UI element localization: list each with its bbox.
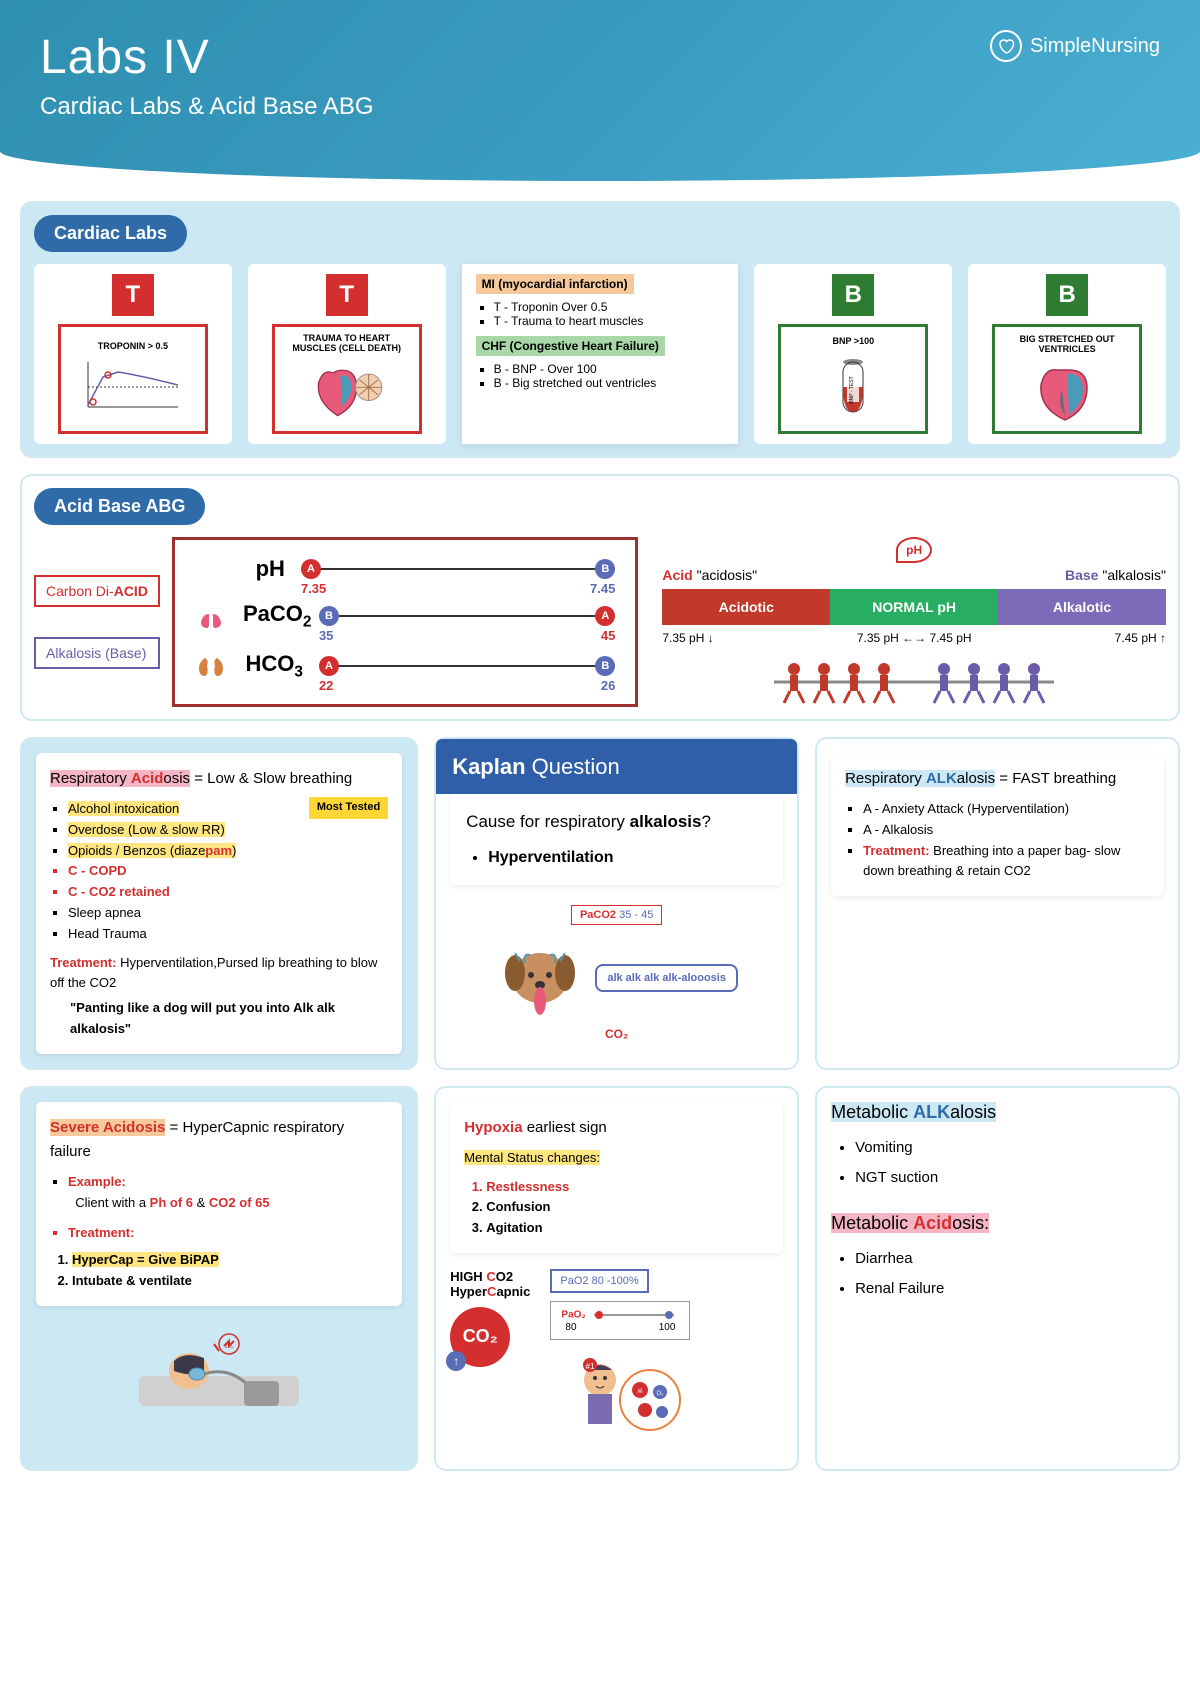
svg-text:O₂: O₂ <box>657 1391 665 1397</box>
troponin-chart: TROPONIN > 0.5 <box>58 324 208 434</box>
metabolic-panel: Metabolic ALKalosis Vomiting NGT suction… <box>815 1086 1180 1471</box>
bnp-tube-icon: BNP >100 BNP - TEST <box>778 324 928 434</box>
abg-panel: Acid Base ABG Carbon Di-ACID Alkalosis (… <box>20 474 1180 721</box>
pao2-scale: PaO₂ 80100 <box>550 1301 690 1340</box>
lungs-icon <box>195 600 227 632</box>
ventricle-icon: BIG STRETCHED OUT VENTRICLES <box>992 324 1142 434</box>
b-badge: B <box>832 274 874 316</box>
kaplan-panel: Kaplan Question Cause for respiratory al… <box>434 737 799 1070</box>
bipap-patient-icon: ⚠ <box>36 1316 402 1421</box>
svg-text:☠: ☠ <box>637 1387 643 1395</box>
troponin-card: T TROPONIN > 0.5 <box>34 264 232 444</box>
heart-trauma-icon: TRAUMA TO HEART MUSCLES (CELL DEATH) <box>272 324 422 434</box>
abg-label: Acid Base ABG <box>34 488 205 525</box>
svg-text:⚠: ⚠ <box>225 1340 234 1351</box>
svg-text:BNP - TEST: BNP - TEST <box>849 376 855 403</box>
severe-acidosis-panel: Severe Acidosis = HyperCapnic respirator… <box>20 1086 418 1471</box>
t-badge: T <box>112 274 154 316</box>
co2-circle-icon: CO₂↑ <box>450 1307 510 1367</box>
dog-icon: PaCO2 35 - 45 alk alk alk alk-alooosis C… <box>450 905 783 1041</box>
header: Labs IV Cardiac Labs & Acid Base ABG Sim… <box>0 0 1200 181</box>
t-badge: T <box>326 274 368 316</box>
bnp-card: B BNP >100 BNP - TEST <box>754 264 952 444</box>
abg-scales: pH A7.35 B7.45 PaCO2 B35 A45 H <box>172 537 638 707</box>
kidney-icon <box>195 650 227 682</box>
kaplan-header: Kaplan Question <box>436 739 797 794</box>
alkalosis-label: Alkalosis (Base) <box>34 637 160 669</box>
ph-scale-diagram: pH Acid "acidosis" Base "alkalosis" Acid… <box>662 537 1166 707</box>
svg-text:#1: #1 <box>586 1362 595 1371</box>
resp-alkalosis-panel: Respiratory ALKalosis = FAST breathing A… <box>815 737 1180 1070</box>
resp-acidosis-panel: Respiratory Acidosis = Low & Slow breath… <box>20 737 418 1070</box>
tug-of-war-icon <box>662 657 1166 707</box>
hypoxia-person-icon: #1 ☠ O₂ <box>550 1350 690 1450</box>
b-badge: B <box>1046 274 1088 316</box>
cardiac-label: Cardiac Labs <box>34 215 187 252</box>
page-subtitle: Cardiac Labs & Acid Base ABG <box>40 93 1160 121</box>
trauma-card: T TRAUMA TO HEART MUSCLES (CELL DEATH) <box>248 264 446 444</box>
cardiac-panel: Cardiac Labs T TROPONIN > 0.5 T TRAUMA T… <box>20 201 1180 458</box>
hypoxia-panel: Hypoxia earliest sign Mental Status chan… <box>434 1086 799 1471</box>
carbon-acid-label: Carbon Di-ACID <box>34 575 160 607</box>
brand: SimpleNursing <box>990 30 1160 62</box>
heart-icon <box>990 30 1022 62</box>
ventricles-card: B BIG STRETCHED OUT VENTRICLES <box>968 264 1166 444</box>
mi-chf-info: MI (myocardial infarction) T - Troponin … <box>462 264 739 444</box>
